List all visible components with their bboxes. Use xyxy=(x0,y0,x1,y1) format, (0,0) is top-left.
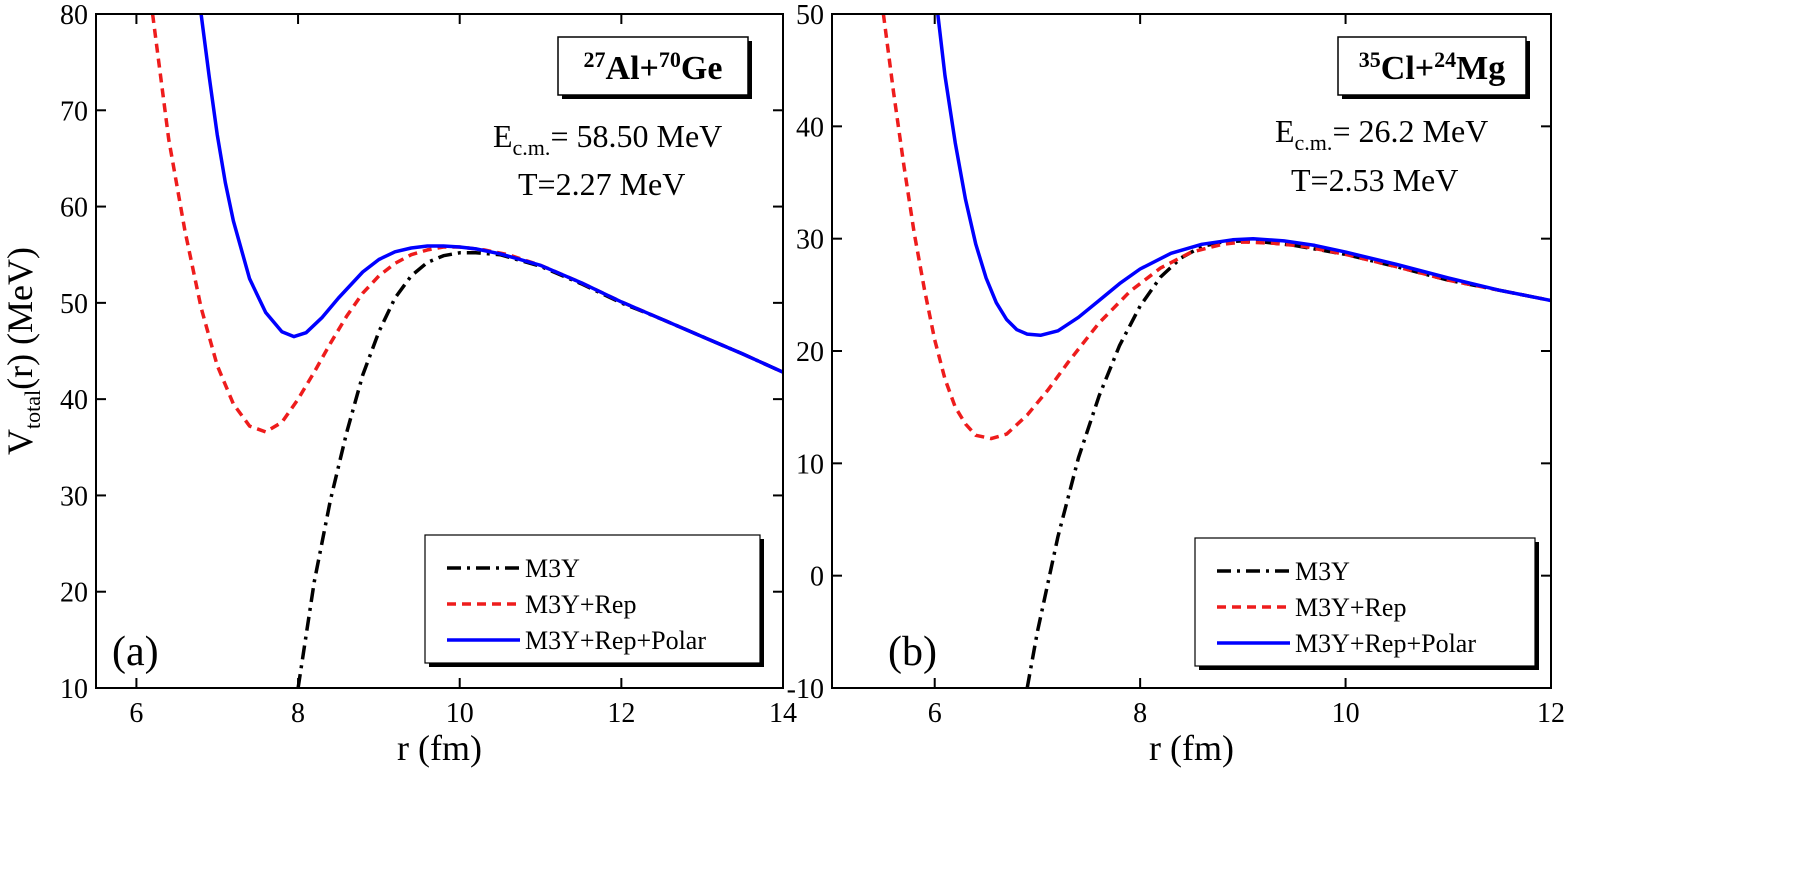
chart-panel-1: 6 8 10 12 14 10 20 30 40 50 60 70 80 r (fm) Vtotal(r) … xyxy=(0,0,797,768)
x-tick-label: 12 xyxy=(1537,698,1565,729)
y-axis-label-sub: total xyxy=(20,390,45,429)
temperature-annotation: T=2.53 MeV xyxy=(1291,162,1458,198)
y-tick-label: 20 xyxy=(796,337,824,368)
x-tick-label: 10 xyxy=(446,698,474,729)
reaction-a2: 70 xyxy=(659,47,681,72)
reaction-el2: Ge xyxy=(681,50,723,87)
y-tick-label: 0 xyxy=(810,562,824,593)
reaction-el1: Cl+ xyxy=(1381,50,1434,87)
y-axis-label-rest: (r) (MeV) xyxy=(0,247,40,390)
legend-item-label: M3Y+Rep xyxy=(1295,593,1406,622)
energy-value: = 58.50 MeV xyxy=(550,118,722,154)
energy-annotation: Ec.m.= 26.2 MeV xyxy=(1275,113,1488,155)
reaction-box xyxy=(557,36,749,96)
y-tick-label: 10 xyxy=(60,674,88,705)
x-tick-label: 14 xyxy=(769,698,797,729)
y-tick-label: 40 xyxy=(796,112,824,143)
y-tick-label: -10 xyxy=(787,674,824,705)
reaction-a1: 35 xyxy=(1359,47,1381,72)
legend-item-label: M3Y xyxy=(1295,557,1350,586)
series-line-m3y xyxy=(1025,239,1551,688)
reaction-label: 35Cl+24Mg xyxy=(1359,47,1505,87)
x-tick-label: 12 xyxy=(607,698,635,729)
temperature-annotation: T=2.27 MeV xyxy=(518,166,685,202)
y-tick-label: 50 xyxy=(60,289,88,320)
series-line-m3y-rep-polar xyxy=(936,14,1551,338)
y-tick-label: 60 xyxy=(60,193,88,224)
energy-value: = 26.2 MeV xyxy=(1332,113,1488,149)
energy-prefix: E xyxy=(493,118,513,154)
x-tick-label: 10 xyxy=(1332,698,1360,729)
y-tick-label: 20 xyxy=(60,578,88,609)
reaction-box xyxy=(1337,36,1527,96)
x-tick-label: 8 xyxy=(291,698,305,729)
reaction-el2: Mg xyxy=(1456,50,1505,87)
panel-label: (a) xyxy=(112,629,159,675)
x-axis-label: r (fm) xyxy=(1149,728,1234,768)
reaction-label: 27Al+70Ge xyxy=(584,47,723,87)
series-line-m3y-rep-polar xyxy=(199,14,783,374)
legend-item-label: M3Y+Rep xyxy=(525,590,636,619)
energy-annotation: Ec.m.= 58.50 MeV xyxy=(493,118,722,160)
legend-item-label: M3Y+Rep+Polar xyxy=(525,626,706,655)
plot-frame xyxy=(95,13,784,689)
y-tick-label: 40 xyxy=(60,385,88,416)
energy-sub: c.m. xyxy=(1295,130,1333,155)
energy-prefix: E xyxy=(1275,113,1295,149)
chart-panel-2: 6 8 10 12 -10 0 10 20 30 40 50 r (fm) 35Cl+24Mg Ec.m.… xyxy=(787,0,1565,768)
panel-label: (b) xyxy=(888,629,937,675)
y-axis-label-main: V xyxy=(0,429,40,455)
legend-item-label: M3Y+Rep+Polar xyxy=(1295,629,1476,658)
reaction-el1: Al+ xyxy=(606,50,659,87)
x-tick-label: 6 xyxy=(129,698,143,729)
energy-sub: c.m. xyxy=(513,135,551,160)
legend-item-label: M3Y xyxy=(525,554,580,583)
x-axis-label: r (fm) xyxy=(397,728,482,768)
y-tick-label: 30 xyxy=(796,225,824,256)
reaction-a1: 27 xyxy=(584,47,606,72)
y-tick-label: 50 xyxy=(796,0,824,31)
y-tick-label: 10 xyxy=(796,449,824,480)
y-axis-label: Vtotal(r) (MeV) xyxy=(0,247,45,455)
reaction-a2: 24 xyxy=(1434,47,1456,72)
y-tick-label: 70 xyxy=(60,96,88,127)
x-tick-label: 8 xyxy=(1133,698,1147,729)
x-tick-label: 6 xyxy=(928,698,942,729)
series-line-m3y-rep xyxy=(881,14,1551,441)
y-tick-label: 30 xyxy=(60,481,88,512)
series-line-m3y xyxy=(296,251,783,688)
y-tick-label: 80 xyxy=(60,0,88,31)
